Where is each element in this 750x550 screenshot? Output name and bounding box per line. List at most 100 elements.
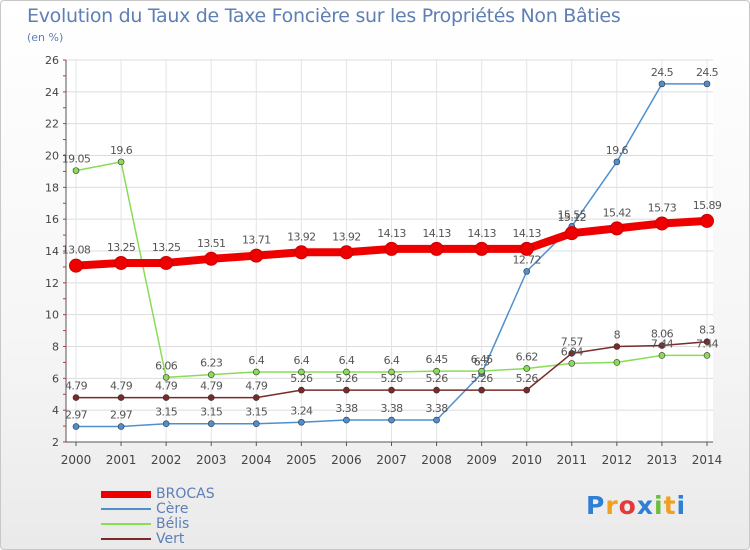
x-tick-label: 2001 [106, 453, 137, 467]
data-label-belis: 6.94 [561, 345, 584, 358]
data-point-vert [478, 386, 485, 394]
chart-title: Evolution du Taux de Taxe Foncière sur l… [27, 5, 621, 27]
data-label-vert: 5.26 [335, 372, 358, 385]
data-label-brocas: 13.92 [287, 230, 316, 243]
y-tick-label: 6 [52, 372, 59, 385]
data-point-brocas [339, 245, 354, 260]
data-label-brocas: 15.73 [648, 201, 677, 214]
data-label-brocas: 13.08 [62, 244, 91, 257]
data-point-brocas [609, 221, 624, 236]
x-tick-label: 2003 [196, 453, 227, 467]
data-point-vert [72, 394, 80, 401]
data-point-belis [117, 158, 125, 166]
data-point-cere [523, 268, 531, 275]
data-label-vert: 8.3 [699, 324, 715, 337]
data-label-cere: 2.97 [65, 409, 88, 422]
legend-swatch-brocas [101, 491, 151, 498]
data-label-vert: 4.79 [65, 380, 88, 393]
y-tick-label: 8 [52, 341, 59, 354]
data-label-cere: 24.5 [696, 66, 719, 79]
data-point-brocas [474, 241, 489, 256]
data-point-vert [207, 394, 215, 401]
data-point-brocas [294, 245, 309, 260]
data-label-cere: 3.15 [200, 406, 223, 419]
data-label-vert: 5.26 [426, 372, 449, 385]
data-label-brocas: 14.13 [377, 227, 406, 240]
y-tick-label: 20 [45, 150, 59, 163]
logo-letter: t [663, 491, 677, 520]
legend-label-brocas: BROCAS [156, 486, 215, 502]
data-label-cere: 6.3 [474, 356, 490, 369]
data-point-cere [117, 423, 125, 430]
x-tick-label: 2006 [331, 453, 362, 467]
data-point-brocas [654, 216, 669, 231]
data-point-vert [523, 386, 531, 394]
data-point-vert [568, 350, 576, 357]
data-point-belis [703, 352, 711, 359]
data-point-belis [162, 374, 170, 381]
y-tick-label: 16 [45, 213, 59, 226]
data-label-brocas: 14.13 [467, 227, 496, 240]
data-label-belis: 19.05 [62, 153, 91, 166]
data-point-vert [117, 394, 125, 401]
data-point-cere [658, 80, 666, 88]
data-label-belis: 6.4 [384, 354, 400, 367]
data-label-vert: 8.06 [651, 328, 674, 341]
x-tick-label: 2004 [241, 453, 272, 467]
data-point-vert [613, 343, 621, 350]
legend-swatch-cere [101, 508, 151, 510]
data-label-vert: 8 [614, 329, 621, 342]
data-point-vert [433, 386, 440, 394]
data-label-brocas: 14.13 [512, 227, 541, 240]
data-label-cere: 3.38 [335, 402, 358, 415]
legend-swatch-vert [101, 538, 151, 540]
y-tick-label: 2 [52, 436, 59, 449]
data-point-cere [613, 158, 621, 166]
data-label-belis: 19.6 [110, 144, 133, 157]
data-label-cere: 3.15 [155, 406, 178, 419]
data-label-vert: 5.26 [516, 372, 539, 385]
data-point-brocas [429, 241, 444, 256]
logo-letter: i [676, 491, 687, 520]
y-axis-unit-label: (en %) [27, 31, 64, 44]
proxiti-logo: Proxiti [586, 491, 686, 520]
data-label-brocas: 13.92 [332, 230, 361, 243]
legend-label-belis: Bélis [156, 516, 190, 532]
data-point-belis [72, 167, 80, 174]
y-tick-label: 26 [45, 54, 59, 67]
data-label-brocas: 13.51 [197, 237, 226, 250]
data-point-cere [388, 416, 395, 424]
data-point-cere [703, 80, 711, 88]
data-point-belis [388, 368, 395, 376]
data-point-brocas [204, 251, 219, 266]
y-tick-label: 12 [45, 277, 59, 290]
data-label-cere: 3.38 [380, 402, 403, 415]
logo-letter: o [618, 491, 637, 520]
data-label-vert: 4.79 [200, 380, 223, 393]
data-point-belis [658, 352, 666, 359]
data-label-cere: 12.72 [512, 253, 541, 266]
data-label-belis: 6.45 [471, 353, 494, 366]
data-label-cere: 19.6 [606, 144, 629, 157]
data-point-brocas [114, 255, 129, 270]
data-label-vert: 5.26 [290, 372, 313, 385]
y-tick-label: 4 [52, 404, 59, 417]
y-tick-label: 24 [45, 86, 59, 99]
data-label-brocas: 13.25 [152, 241, 181, 254]
data-point-brocas [159, 255, 174, 270]
data-label-belis: 7.44 [696, 337, 719, 350]
data-point-cere [162, 420, 170, 427]
x-tick-label: 2007 [376, 453, 407, 467]
data-label-brocas: 15.12 [558, 211, 587, 224]
data-point-vert [703, 338, 711, 346]
data-label-belis: 6.4 [294, 354, 310, 367]
data-label-belis: 6.62 [516, 350, 538, 363]
data-label-cere: 24.5 [651, 66, 674, 79]
data-point-brocas [69, 258, 83, 273]
y-tick-label: 18 [45, 181, 59, 194]
data-label-belis: 6.06 [155, 359, 178, 372]
data-label-belis: 6.4 [339, 354, 355, 367]
data-label-cere: 15.55 [558, 208, 587, 221]
data-point-belis [523, 365, 531, 372]
legend-swatch-belis [101, 523, 151, 525]
